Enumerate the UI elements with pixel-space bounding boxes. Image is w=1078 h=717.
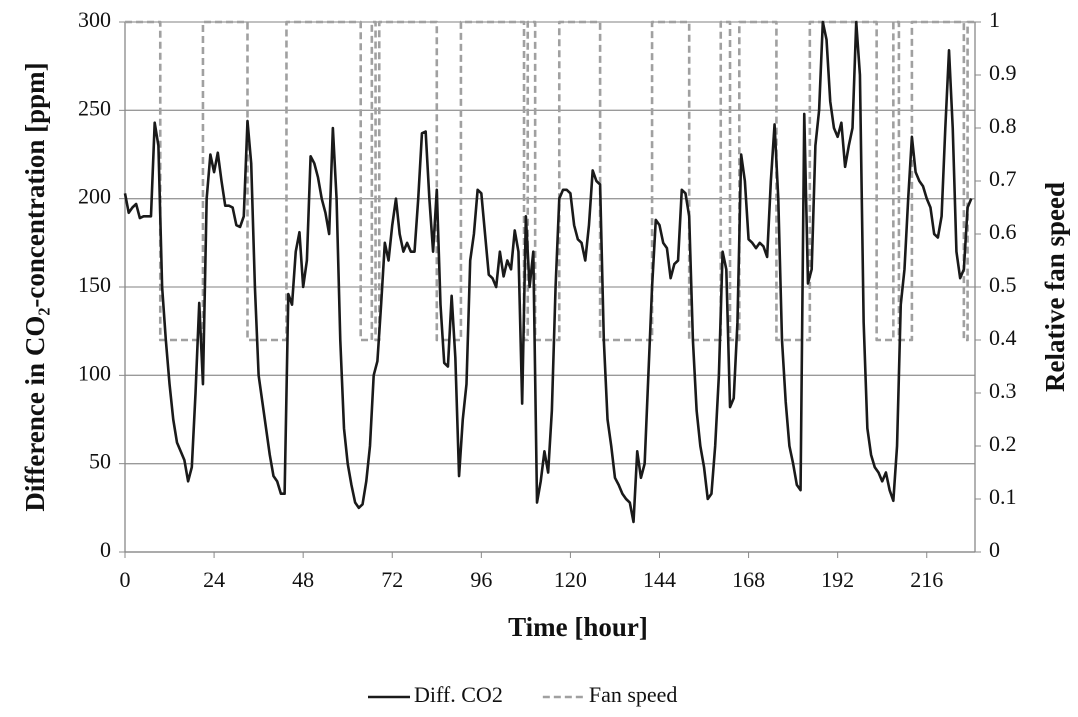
x-axis-title: Time [hour] bbox=[508, 612, 648, 642]
y-tick-label: 250 bbox=[78, 95, 111, 120]
x-tick-label: 144 bbox=[643, 567, 676, 592]
y2-tick-label: 0 bbox=[989, 537, 1000, 562]
y-tick-label: 200 bbox=[78, 184, 111, 209]
x-tick-label: 192 bbox=[821, 567, 854, 592]
y2-tick-label: 0.7 bbox=[989, 166, 1017, 191]
x-tick-label: 96 bbox=[470, 567, 492, 592]
y-tick-label: 150 bbox=[78, 272, 111, 297]
y-tick-label: 300 bbox=[78, 7, 111, 32]
y2-tick-label: 0.6 bbox=[989, 219, 1017, 244]
x-tick-label: 0 bbox=[120, 567, 131, 592]
y-tick-label: 0 bbox=[100, 537, 111, 562]
y-tick-label: 50 bbox=[89, 449, 111, 474]
y2-tick-label: 1 bbox=[989, 7, 1000, 32]
x-tick-label: 168 bbox=[732, 567, 765, 592]
series-line bbox=[125, 20, 975, 342]
y2-axis-title: Relative fan speed bbox=[1040, 182, 1070, 392]
y2-tick-label: 0.3 bbox=[989, 378, 1017, 403]
series-line bbox=[123, 20, 973, 524]
x-tick-label: 48 bbox=[292, 567, 314, 592]
x-tick-label: 120 bbox=[554, 567, 587, 592]
y-axis-title: Difference in CO₂-concentration [ppm] bbox=[20, 62, 50, 511]
x-tick-label: 72 bbox=[381, 567, 403, 592]
x-tick-label: 24 bbox=[203, 567, 225, 592]
x-tick-label: 216 bbox=[910, 567, 943, 592]
y2-tick-label: 0.4 bbox=[989, 325, 1017, 350]
legend-label: Diff. CO2 bbox=[414, 682, 503, 707]
y-tick-label: 100 bbox=[78, 360, 111, 385]
y2-tick-label: 0.5 bbox=[989, 272, 1017, 297]
y2-tick-label: 0.1 bbox=[989, 484, 1017, 509]
y2-tick-label: 0.8 bbox=[989, 113, 1017, 138]
legend-label: Fan speed bbox=[589, 682, 678, 707]
y2-tick-label: 0.9 bbox=[989, 60, 1017, 85]
y2-tick-label: 0.2 bbox=[989, 431, 1017, 456]
